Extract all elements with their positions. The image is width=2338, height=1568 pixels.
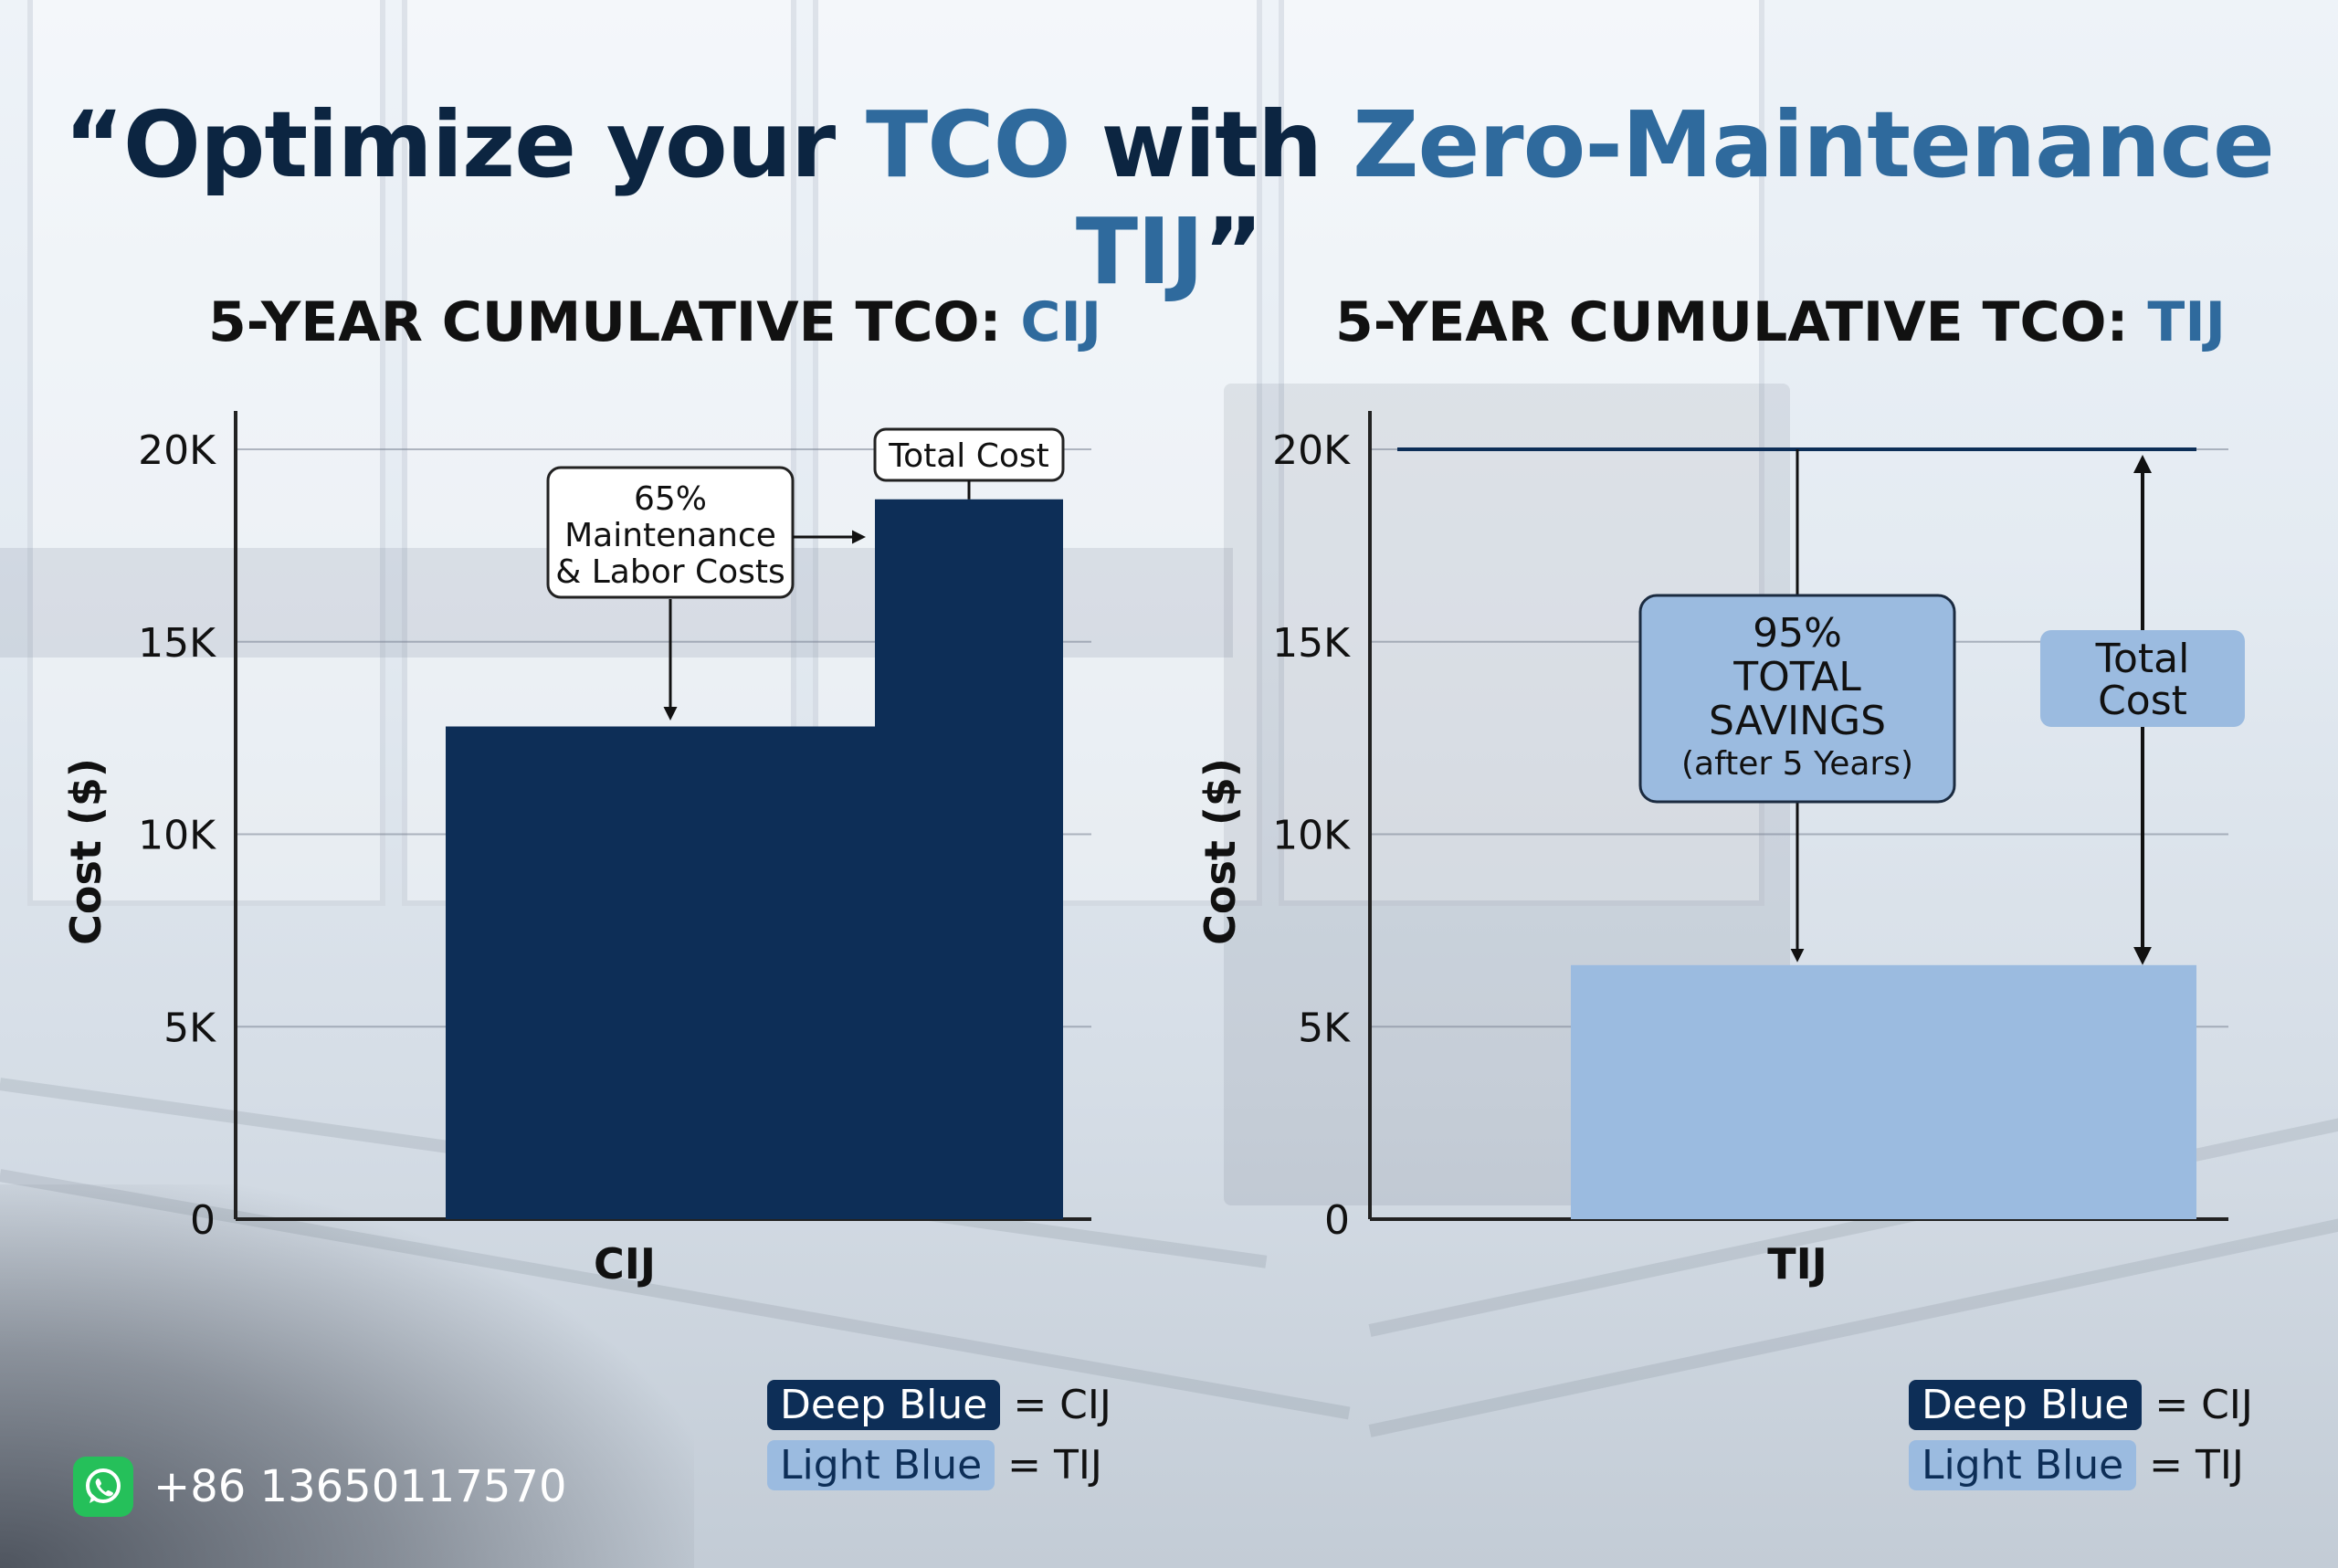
title-zero-maintenance: Zero-Maintenance TIJ (1075, 91, 2275, 305)
legend-row-light: Light Blue = TIJ (767, 1437, 1111, 1492)
cij-chart: 0 5K 10K 15K 20K Cost ($) CIJ 65%Maintenance& L… (61, 411, 1091, 1289)
total-cost-annotation-line1: Total (2095, 636, 2190, 682)
y-axis-label: Cost ($) (1195, 758, 1245, 945)
y-tick-label: 0 (190, 1197, 216, 1244)
y-axis-label: Cost ($) (61, 758, 111, 945)
tij-chart: 0 5K 10K 15K 20K Cost ($) TIJ 95%TOTALSAVINGS(a… (1195, 411, 2245, 1289)
savings-annotation-box (1638, 594, 1956, 804)
y-tick-label: 10K (138, 813, 216, 859)
y-tick-label: 15K (138, 620, 216, 667)
y-tick-label: 5K (1298, 1005, 1351, 1051)
total-cost-annotation: Total Cost (888, 437, 1049, 475)
tij-title-highlight: TIJ (2147, 290, 2226, 354)
total-cost-annotation-box (2040, 630, 2245, 727)
bg-window (27, 0, 385, 906)
y-tick-label: 5K (163, 1005, 216, 1051)
legend-row-deep: Deep Blue = CIJ (767, 1377, 1111, 1432)
tij-chart-title: 5-YEAR CUMULATIVE TCO: TIJ (1335, 290, 2226, 354)
cij-bar (446, 499, 1063, 1219)
legend-deep-value: = CIJ (1013, 1381, 1111, 1428)
y-tick-label: 10K (1272, 813, 1351, 859)
contact-phone[interactable]: +86 13650117570 (153, 1461, 567, 1512)
savings-annotation-line2: TOTAL (1732, 654, 1861, 700)
title-close-quote: ” (1203, 198, 1263, 305)
cij-title-prefix: 5-YEAR CUMULATIVE TCO: (208, 290, 1021, 354)
legend-light-swatch: Light Blue (1909, 1439, 2137, 1490)
legend-light-value: = TIJ (1007, 1441, 1102, 1489)
tij-legend: Deep Blue = CIJ Light Blue = TIJ (1909, 1377, 2253, 1498)
savings-annotation-line1: 95% (1753, 610, 1842, 657)
x-tick-label: CIJ (594, 1239, 656, 1289)
legend-deep-swatch: Deep Blue (1909, 1379, 2143, 1430)
maintenance-annotation-line1: 65% (634, 480, 707, 518)
x-tick-label: TIJ (1767, 1239, 1827, 1289)
total-cost-annotation-line2: Cost (2098, 678, 2187, 724)
cij-legend: Deep Blue = CIJ Light Blue = TIJ (767, 1377, 1111, 1498)
legend-light-value: = TIJ (2149, 1441, 2244, 1489)
cij-title-highlight: CIJ (1020, 290, 1102, 354)
maintenance-annotation-line2: Maintenance (564, 517, 776, 554)
legend-row-light: Light Blue = TIJ (1909, 1437, 2253, 1492)
contact[interactable]: +86 13650117570 (73, 1457, 566, 1517)
tij-title-prefix: 5-YEAR CUMULATIVE TCO: (1335, 290, 2148, 354)
cij-chart-title: 5-YEAR CUMULATIVE TCO: CIJ (208, 290, 1101, 354)
tij-bar (1571, 964, 2196, 1219)
maintenance-annotation-box (546, 466, 795, 599)
title-tco: TCO (866, 91, 1071, 198)
y-tick-label: 15K (1272, 620, 1351, 667)
legend-deep-swatch: Deep Blue (767, 1379, 1001, 1430)
page-title: “Optimize your TCO with Zero-Maintenance… (0, 91, 2338, 305)
legend-row-deep: Deep Blue = CIJ (1909, 1377, 2253, 1432)
maintenance-annotation-line3: & Labor Costs (555, 553, 785, 591)
y-tick-label: 20K (1272, 427, 1351, 474)
whatsapp-icon[interactable] (73, 1457, 133, 1517)
title-open-quote: “ (64, 91, 124, 198)
legend-deep-value: = CIJ (2154, 1381, 2253, 1428)
savings-annotation-line4: (after 5 Years) (1681, 745, 1913, 783)
whatsapp-glyph (86, 1468, 121, 1503)
savings-annotation-line3: SAVINGS (1709, 698, 1886, 744)
y-tick-label: 0 (1324, 1197, 1350, 1244)
y-tick-label: 20K (138, 427, 216, 474)
title-part3: with (1069, 91, 1353, 198)
legend-light-swatch: Light Blue (767, 1439, 995, 1490)
title-part1: Optimize your (122, 91, 867, 198)
